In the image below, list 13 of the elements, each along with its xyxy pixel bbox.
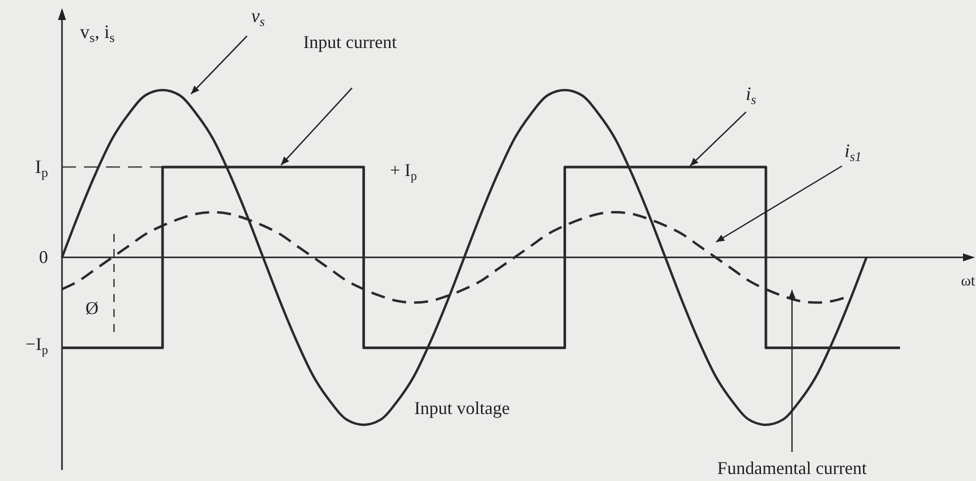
text: Fundamental current xyxy=(717,458,867,478)
text: v$_{s}$ xyxy=(251,6,265,29)
text: i$_{s}$ xyxy=(746,84,756,107)
text: Input current xyxy=(303,32,397,52)
y-axis-title: v$_{s}$, i$_{s}$ xyxy=(80,22,115,45)
text: i$_{s1}$ xyxy=(844,141,862,164)
text: −I$_{p}$ xyxy=(26,334,48,357)
text: 0 xyxy=(39,247,48,267)
annotation: Input voltage xyxy=(414,398,510,418)
x-axis-title: ωt xyxy=(961,273,976,290)
ref-line-label: I$_{p}$ xyxy=(35,157,48,180)
annotation: Ø xyxy=(86,298,98,318)
annotation: + I$_{p}$ xyxy=(390,160,417,183)
